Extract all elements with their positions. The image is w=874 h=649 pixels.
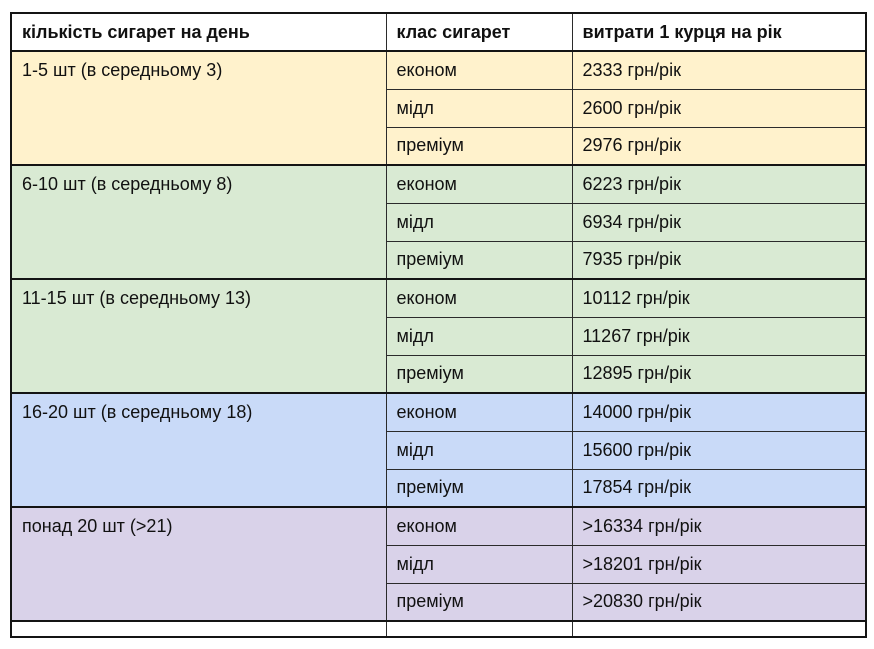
table-row: преміум >20830 грн/рік xyxy=(11,582,867,622)
group-label-cell: 11-15 шт (в середньому 13) xyxy=(10,278,387,394)
header-cigarette-class: клас сигарет xyxy=(385,12,573,52)
yearly-cost-cell: 15600 грн/рік xyxy=(571,430,867,470)
header-yearly-cost: витрати 1 курця на рік xyxy=(571,12,867,52)
group-label-cell: 1-5 шт (в середньому 3) xyxy=(10,50,387,166)
table-row: преміум 7935 грн/рік xyxy=(11,240,867,280)
table-row: преміум 17854 грн/рік xyxy=(11,468,867,508)
yearly-cost-cell: 6934 грн/рік xyxy=(571,202,867,242)
table-row: преміум 2976 грн/рік xyxy=(11,126,867,166)
cigarette-class-cell: мідл xyxy=(385,202,573,242)
yearly-cost-cell: 2600 грн/рік xyxy=(571,88,867,128)
yearly-cost-cell: 7935 грн/рік xyxy=(571,240,867,280)
cigarette-class-cell: мідл xyxy=(385,88,573,128)
table-row: 1-5 шт (в середньому 3) економ 2333 грн/рі… xyxy=(10,50,867,166)
cigarette-class-cell: економ xyxy=(385,164,573,204)
group-label-cell: понад 20 шт (>21) xyxy=(10,506,387,622)
header-row: кількість сигарет на день клас сигарет в… xyxy=(10,12,867,52)
yearly-cost-cell: 12895 грн/рік xyxy=(571,354,867,394)
partial-cell xyxy=(385,620,573,637)
table-row: 16-20 шт (в середньому 18) економ 14000 гр… xyxy=(10,392,867,508)
yearly-cost-cell: 11267 грн/рік xyxy=(571,316,867,356)
table-row: мідл 6934 грн/рік xyxy=(11,202,867,242)
table-body: 1-5 шт (в середньому 3) економ 2333 грн/рі… xyxy=(10,50,867,637)
table-row: мідл 11267 грн/рік xyxy=(11,316,867,356)
cigarette-cost-table: кількість сигарет на день клас сигарет в… xyxy=(10,12,867,638)
yearly-cost-cell: 10112 грн/рік xyxy=(571,278,867,318)
cigarette-class-cell: економ xyxy=(385,50,573,90)
table-row: преміум 12895 грн/рік xyxy=(11,354,867,394)
partial-row xyxy=(10,620,867,637)
table-row: мідл 2600 грн/рік xyxy=(11,88,867,128)
partial-cell xyxy=(571,620,867,637)
header-cigarettes-per-day: кількість сигарет на день xyxy=(10,12,387,52)
cigarette-class-cell: економ xyxy=(385,392,573,432)
cigarette-class-cell: мідл xyxy=(385,316,573,356)
partial-cell xyxy=(10,620,387,637)
table-row: понад 20 шт (>21) економ >16334 грн/рік xyxy=(10,506,867,622)
table-row: мідл 15600 грн/рік xyxy=(11,430,867,470)
yearly-cost-cell: >18201 грн/рік xyxy=(571,544,867,584)
yearly-cost-cell: >16334 грн/рік xyxy=(571,506,867,546)
yearly-cost-cell: 14000 грн/рік xyxy=(571,392,867,432)
yearly-cost-cell: 2976 грн/рік xyxy=(571,126,867,166)
cigarette-class-cell: мідл xyxy=(385,544,573,584)
group-label-cell: 6-10 шт (в середньому 8) xyxy=(10,164,387,280)
group-label-cell: 16-20 шт (в середньому 18) xyxy=(10,392,387,508)
cigarette-class-cell: економ xyxy=(385,278,573,318)
yearly-cost-cell: 6223 грн/рік xyxy=(571,164,867,204)
cigarette-class-cell: економ xyxy=(385,506,573,546)
cigarette-class-cell: мідл xyxy=(385,430,573,470)
cigarette-class-cell: преміум xyxy=(385,354,573,394)
table-row: 6-10 шт (в середньому 8) економ 6223 грн/р… xyxy=(10,164,867,280)
cigarette-class-cell: преміум xyxy=(385,126,573,166)
yearly-cost-cell: 2333 грн/рік xyxy=(571,50,867,90)
yearly-cost-cell: 17854 грн/рік xyxy=(571,468,867,508)
yearly-cost-cell: >20830 грн/рік xyxy=(571,582,867,622)
cigarette-class-cell: преміум xyxy=(385,582,573,622)
table-row: 11-15 шт (в середньому 13) економ 10112 гр… xyxy=(10,278,867,394)
cigarette-class-cell: преміум xyxy=(385,240,573,280)
cigarette-class-cell: преміум xyxy=(385,468,573,508)
